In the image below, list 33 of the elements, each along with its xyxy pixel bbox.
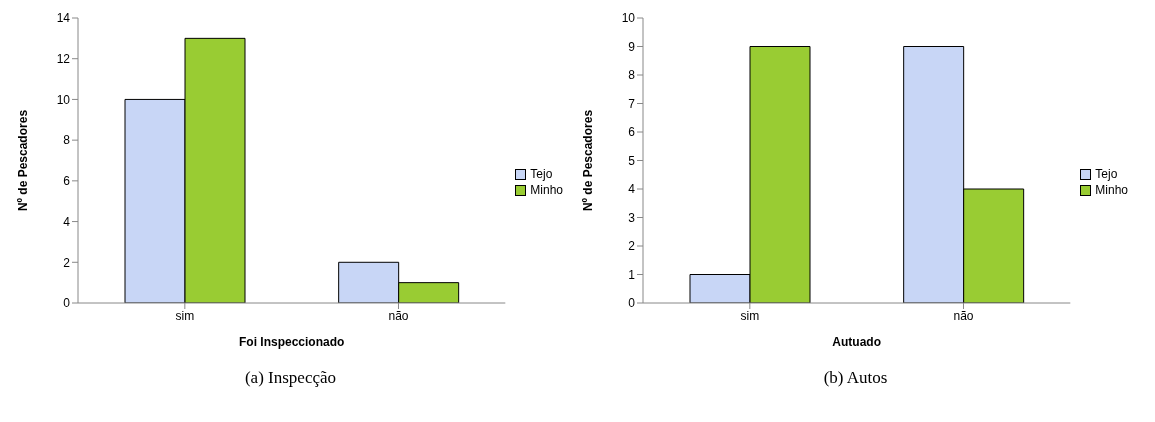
y-axis-title: Nº de Pescadores xyxy=(16,109,31,212)
y-axis-title: Nº de Pescadores xyxy=(581,109,596,212)
y-tick-label: 8 xyxy=(628,68,636,83)
text: (a) Inspecção xyxy=(243,368,338,388)
y-tick-label: 14 xyxy=(56,11,71,26)
y-tick-label: 7 xyxy=(628,96,636,111)
y-tick-label: 4 xyxy=(628,182,636,197)
y-tick-label: 2 xyxy=(628,239,636,254)
y-tick-label: 3 xyxy=(628,210,636,225)
y-tick-label: 0 xyxy=(628,296,636,311)
x-tick-label: não xyxy=(388,308,409,323)
y-tick-label: 9 xyxy=(628,39,636,54)
y-tick-label: 2 xyxy=(63,255,71,270)
legend-label: Tejo xyxy=(1095,167,1118,181)
y-tick-label: 10 xyxy=(56,92,71,107)
y-tick-label: 12 xyxy=(56,51,71,66)
y-tick-label: 10 xyxy=(621,11,636,26)
legend-label: Minho xyxy=(1095,183,1128,197)
legend-label: Minho xyxy=(530,183,563,197)
x-axis-title: Autuado xyxy=(832,335,881,349)
text: (b) Autos xyxy=(822,368,889,388)
y-tick-label: 8 xyxy=(63,133,71,148)
y-tick-label: 0 xyxy=(63,296,71,311)
y-tick-label: 1 xyxy=(628,267,636,282)
x-tick-label: não xyxy=(953,308,974,323)
y-tick-label: 6 xyxy=(63,174,71,189)
legend-label: Tejo xyxy=(530,167,553,181)
x-tick-label: sim xyxy=(740,308,760,323)
y-tick-label: 4 xyxy=(63,214,71,229)
x-axis-title: Foi Inspeccionado xyxy=(238,335,345,349)
x-tick-label: sim xyxy=(175,308,195,323)
y-tick-label: 6 xyxy=(628,125,636,140)
y-tick-label: 5 xyxy=(628,153,636,168)
